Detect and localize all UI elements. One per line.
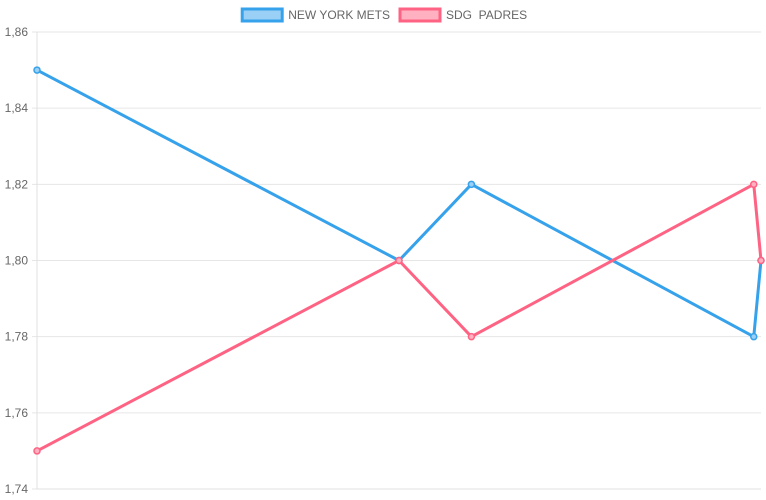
y-tick-label: 1,84 xyxy=(5,101,29,115)
legend-swatch xyxy=(240,7,284,23)
data-point[interactable] xyxy=(757,256,765,265)
data-point[interactable] xyxy=(33,447,41,455)
series-sdg-padres xyxy=(33,180,765,455)
series-layer xyxy=(33,66,765,455)
legend-label: SDG PADRES xyxy=(446,8,527,22)
y-tick-label: 1,82 xyxy=(5,177,29,191)
y-tick-label: 1,80 xyxy=(5,254,29,268)
legend-swatch xyxy=(398,7,442,23)
chart-legend[interactable]: NEW YORK METS SDG PADRES xyxy=(240,7,527,23)
data-point[interactable] xyxy=(467,180,476,189)
legend-label: NEW YORK METS xyxy=(288,8,390,22)
data-point[interactable] xyxy=(395,256,403,265)
data-point[interactable] xyxy=(750,180,758,189)
y-tick-label: 1,76 xyxy=(5,406,29,420)
series-line xyxy=(36,68,763,339)
y-tick-label: 1,74 xyxy=(5,482,29,496)
data-point[interactable] xyxy=(467,332,476,341)
series-line xyxy=(36,182,763,453)
y-tick-label: 1,86 xyxy=(5,25,29,39)
data-point[interactable] xyxy=(750,332,758,341)
chart-grid xyxy=(32,31,761,490)
legend-item[interactable]: SDG PADRES xyxy=(398,7,527,23)
y-axis: 1,74 1,76 1,78 1,80 1,82 1,84 1,86 xyxy=(5,25,761,496)
data-point[interactable] xyxy=(33,66,41,74)
legend-item[interactable]: NEW YORK METS xyxy=(240,7,390,23)
y-tick-label: 1,78 xyxy=(5,330,29,344)
